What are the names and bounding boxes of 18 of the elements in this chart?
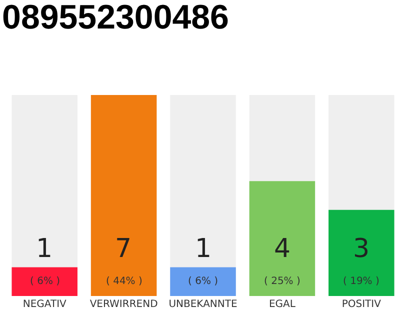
data-label: 7 xyxy=(115,234,132,264)
bar xyxy=(170,267,236,296)
chart-title: 089552300486 xyxy=(2,0,229,37)
x-tick-label: VERWIRREND xyxy=(90,299,158,310)
x-tick-label: NEGATIV xyxy=(22,299,67,310)
x-tick-label: UNBEKANNTE xyxy=(168,299,238,310)
annotation: ( 6% ) xyxy=(30,276,60,287)
annotation: ( 6% ) xyxy=(188,276,218,287)
annotation: ( 25% ) xyxy=(264,276,300,287)
data-label: 4 xyxy=(274,234,291,264)
annotation: ( 44% ) xyxy=(106,276,142,287)
x-tick-label: EGAL xyxy=(268,299,296,310)
data-label: 1 xyxy=(36,234,53,264)
data-label: 3 xyxy=(353,234,370,264)
annotation: ( 19% ) xyxy=(343,276,380,287)
bar xyxy=(12,267,78,296)
x-tick-label: POSITIV xyxy=(342,299,382,310)
data-label: 1 xyxy=(195,234,212,264)
